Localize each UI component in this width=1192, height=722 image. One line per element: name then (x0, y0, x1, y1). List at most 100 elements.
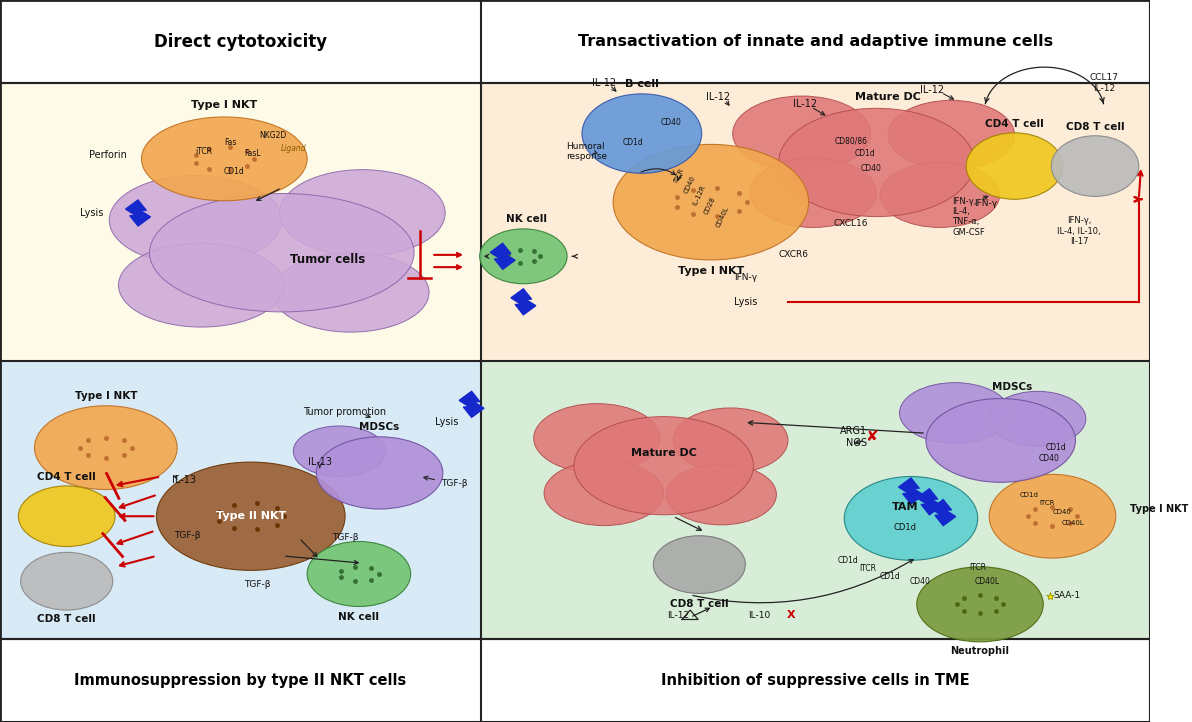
Bar (0, 0, 1150, 83)
Text: CD8 T cell: CD8 T cell (37, 614, 97, 624)
Text: Type I NKT: Type I NKT (678, 266, 744, 277)
Ellipse shape (35, 406, 178, 490)
Text: Transactivation of innate and adaptive immune cells: Transactivation of innate and adaptive i… (578, 34, 1053, 49)
Ellipse shape (479, 229, 567, 284)
Ellipse shape (279, 170, 445, 256)
Text: IL-12: IL-12 (706, 92, 730, 103)
Text: IL-12R: IL-12R (693, 184, 707, 206)
Ellipse shape (293, 426, 385, 477)
Text: Lysis: Lysis (435, 417, 458, 427)
Ellipse shape (534, 404, 660, 473)
Text: ITCR: ITCR (1039, 500, 1055, 506)
Bar (480, 82, 1150, 361)
Text: IL-10: IL-10 (749, 611, 770, 619)
Text: IFN-γ: IFN-γ (734, 274, 757, 282)
Text: Lysis: Lysis (734, 297, 757, 307)
Text: CD40: CD40 (660, 118, 681, 127)
Text: Immunosuppression by type II NKT cells: Immunosuppression by type II NKT cells (74, 673, 406, 688)
Text: CD1d: CD1d (837, 556, 858, 565)
Ellipse shape (989, 391, 1086, 446)
Text: MDSCs: MDSCs (360, 422, 399, 432)
Ellipse shape (142, 117, 308, 201)
Ellipse shape (544, 461, 664, 526)
Text: CD40L: CD40L (1062, 521, 1085, 526)
Ellipse shape (575, 417, 753, 515)
Ellipse shape (149, 193, 414, 312)
Text: ITCR: ITCR (969, 563, 986, 572)
Text: NK cell: NK cell (339, 612, 379, 622)
Text: IL-12: IL-12 (591, 78, 616, 88)
Text: FasL: FasL (244, 149, 261, 157)
Text: Tumor cells: Tumor cells (290, 253, 366, 266)
Polygon shape (511, 289, 535, 315)
Ellipse shape (917, 567, 1043, 642)
Text: MDSCs: MDSCs (992, 382, 1032, 392)
Text: IL-12: IL-12 (668, 611, 690, 619)
Text: CD1d: CD1d (223, 168, 244, 176)
Text: CCL17
IL-12: CCL17 IL-12 (1089, 74, 1119, 92)
Text: CD1d: CD1d (855, 149, 875, 158)
Text: IFN-γ,
IL-4, IL-10,
Il-17: IFN-γ, IL-4, IL-10, Il-17 (1057, 216, 1100, 246)
Text: Ligand: Ligand (280, 144, 306, 152)
Polygon shape (125, 200, 150, 226)
Text: Type I NKT: Type I NKT (1130, 504, 1188, 514)
Polygon shape (459, 391, 484, 417)
Text: IL-13: IL-13 (172, 475, 195, 485)
Text: Neutrophil: Neutrophil (950, 646, 1010, 656)
Text: CD40: CD40 (683, 174, 697, 194)
Text: NK cell: NK cell (507, 214, 547, 224)
Text: CD4 T cell: CD4 T cell (985, 119, 1044, 129)
Text: Inhibition of suppressive cells in TME: Inhibition of suppressive cells in TME (662, 673, 970, 688)
Bar (0, 361, 480, 639)
Text: TGF-β: TGF-β (331, 534, 359, 542)
Text: Direct cytotoxicity: Direct cytotoxicity (154, 32, 327, 51)
Text: CD1d: CD1d (1045, 443, 1067, 452)
Text: IL-12: IL-12 (920, 85, 944, 95)
Text: TGF-β: TGF-β (244, 580, 271, 589)
Ellipse shape (582, 94, 702, 173)
Ellipse shape (880, 162, 1000, 227)
Text: SAA-1: SAA-1 (1054, 591, 1081, 600)
Text: Humoral
response: Humoral response (566, 142, 607, 161)
Ellipse shape (110, 175, 281, 265)
Ellipse shape (1051, 136, 1138, 196)
Text: Mature DC: Mature DC (855, 92, 921, 102)
Ellipse shape (888, 100, 1014, 170)
Text: TGF-β: TGF-β (174, 531, 200, 540)
Ellipse shape (733, 96, 870, 171)
Bar (480, 361, 1150, 639)
Text: IFN-γ: IFN-γ (974, 199, 998, 208)
Ellipse shape (926, 399, 1075, 482)
Text: CXCL16: CXCL16 (834, 219, 869, 228)
Ellipse shape (750, 158, 876, 227)
Text: Mature DC: Mature DC (631, 448, 696, 458)
Text: Fas: Fas (224, 139, 236, 147)
Bar (0, 0, 480, 83)
Text: ✘: ✘ (865, 430, 879, 444)
Text: CD1d: CD1d (1020, 492, 1039, 497)
Ellipse shape (613, 144, 808, 260)
Text: Type I NKT: Type I NKT (191, 100, 257, 110)
Text: CD8 T cell: CD8 T cell (1066, 122, 1124, 132)
Ellipse shape (316, 437, 443, 509)
Text: TGF-β: TGF-β (441, 479, 467, 488)
Text: CD40L: CD40L (715, 205, 730, 228)
Ellipse shape (653, 536, 745, 593)
Bar (0, 639, 1150, 722)
Ellipse shape (900, 383, 1010, 443)
Ellipse shape (666, 464, 776, 525)
Ellipse shape (967, 133, 1063, 199)
Polygon shape (931, 500, 956, 526)
Text: NKG2D: NKG2D (259, 131, 286, 140)
Polygon shape (490, 243, 515, 269)
Text: Type I NKT: Type I NKT (75, 391, 137, 401)
Text: CD1d: CD1d (880, 572, 901, 580)
Text: CXCR6: CXCR6 (778, 250, 808, 258)
Polygon shape (899, 478, 924, 504)
Text: IFN-γ,
IL-4,
TNF-α,
GM-CSF: IFN-γ, IL-4, TNF-α, GM-CSF (952, 196, 985, 237)
Text: CD1d: CD1d (622, 138, 642, 147)
Text: CD28: CD28 (703, 196, 716, 216)
Ellipse shape (156, 462, 344, 570)
Text: Tumor promotion: Tumor promotion (304, 406, 386, 417)
Text: IL-12: IL-12 (793, 99, 818, 109)
